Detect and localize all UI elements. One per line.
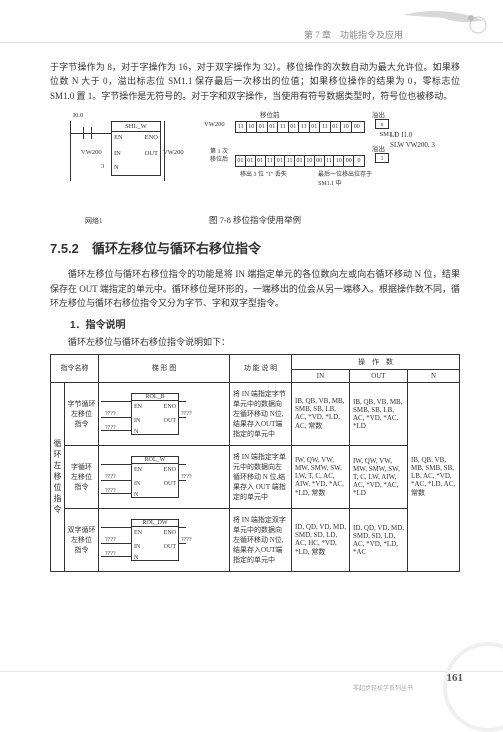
th-ops: 操 作 数 — [292, 354, 460, 369]
row-in: IW, QW, VW, MW, SMW, SW, LW, T, C, AC, A… — [292, 445, 350, 508]
th-out: OUT — [350, 369, 408, 382]
row-in: ID, QD, VD, MD, SMD, SD, LD, AC, HC, *VD… — [292, 508, 350, 571]
footer-decoration — [443, 642, 503, 732]
row-desc: 将 IN 端指定字单元中的数据向左循环移动 N 位,结果存入 OUT 端指定的单… — [230, 445, 292, 508]
page-number: 161 — [447, 672, 464, 684]
series-label: 零起步轻松学系列丛书 — [353, 683, 413, 692]
row-desc: 将 IN 端指定双字单元中的数据向左循环移动 N位,结果存入OUT端指定的单元中 — [230, 508, 292, 571]
row-in: IB, QB, VB, MB, SMB, SB, LB, AC, *VD, *L… — [292, 382, 350, 445]
ladder-diagram: I0.0 SHL_W EN ENO IN OUT N VW200 3 VW200 — [70, 121, 165, 181]
row-ladder: ROL_WENENOINOUTN???????????? — [99, 445, 230, 508]
row-n: IB, QB, VB, MB, SMB, SB, LB, AC, *VD, *A… — [408, 382, 460, 571]
bit-row-1: 111001011101110111011000 — [235, 121, 365, 133]
th-desc: 功 能 说 明 — [230, 354, 292, 382]
row-out: IB, QB, VB, MB, SMB, SB, LB, AC, *VD, *A… — [350, 382, 408, 445]
subtitle-1: 1．指令说明 — [50, 316, 460, 331]
row-ladder: ROL_BENENOINOUTN???????????? — [99, 382, 230, 445]
row-desc: 将 IN 端指定字节单元中的数据向左循环移动 N位,结果存入OUT端指定的单元中 — [230, 382, 292, 445]
chapter-title: 功能指令及应用 — [340, 30, 403, 40]
table-body: 循环左移位指令字节循环左移位指令ROL_BENENOINOUTN????????… — [51, 382, 460, 571]
paragraph-2: 循环左移位与循环右移位指令的功能是将 IN 端指定单元的各位数向左或向右循环移动… — [50, 267, 460, 310]
th-ladder: 梯 形 图 — [99, 354, 230, 382]
stl-line-1: LD I1.0 — [390, 131, 412, 139]
footer-line — [0, 671, 503, 672]
paragraph-1: 于字节操作为 8，对于字操作为 16，对于双字操作为 32）。移位操作的次数自动… — [50, 60, 460, 103]
instruction-table: 指令名称 梯 形 图 功 能 说 明 操 作 数 IN OUT N 循环左移位指… — [50, 354, 460, 572]
row-name: 字循环左移位指令 — [65, 445, 99, 508]
row-name: 字节循环左移位指令 — [65, 382, 99, 445]
chapter-header: 第 7 章 功能指令及应用 — [0, 28, 503, 41]
chapter-num: 第 7 章 — [304, 30, 331, 40]
figure-7-8: I0.0 SHL_W EN ENO IN OUT N VW200 3 VW200… — [50, 111, 460, 226]
row-ladder: ROL_DWENENOINOUTN???????????? — [99, 508, 230, 571]
row-name: 双字循环左移位指令 — [65, 508, 99, 571]
row-out: IW, QW, VW, MW, SMW, SW, T, C, LW, AIW, … — [350, 445, 408, 508]
th-n: N — [408, 369, 460, 382]
row-out: ID, QD, VD, MD, SMD, SD, LD, AC, *VD, *L… — [350, 508, 408, 571]
page-content: 于字节操作为 8，对于字操作为 16，对于双字操作为 32）。移位操作的次数自动… — [50, 60, 460, 572]
th-name: 指令名称 — [51, 354, 99, 382]
th-in: IN — [292, 369, 350, 382]
figure-caption: 图 7-8 移位指令使用举例 — [50, 214, 460, 226]
stl-line-2: SLW VW200, 3 — [390, 141, 435, 149]
sidebar-label: 循环左移位指令 — [51, 382, 65, 571]
section-title: 7.5.2 循环左移位与循环右移位指令 — [50, 238, 460, 257]
paragraph-3: 循环左移位与循环右移位指令说明如下： — [50, 335, 460, 349]
bit-row-2: 0101011101110110001110000 — [235, 155, 365, 167]
